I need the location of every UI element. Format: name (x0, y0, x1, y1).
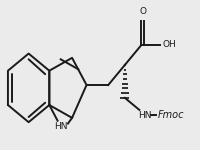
Text: Fmoc: Fmoc (158, 110, 184, 120)
Text: HN: HN (54, 122, 67, 131)
Text: OH: OH (162, 40, 176, 50)
Text: HN: HN (138, 111, 152, 120)
Text: O: O (139, 7, 146, 16)
